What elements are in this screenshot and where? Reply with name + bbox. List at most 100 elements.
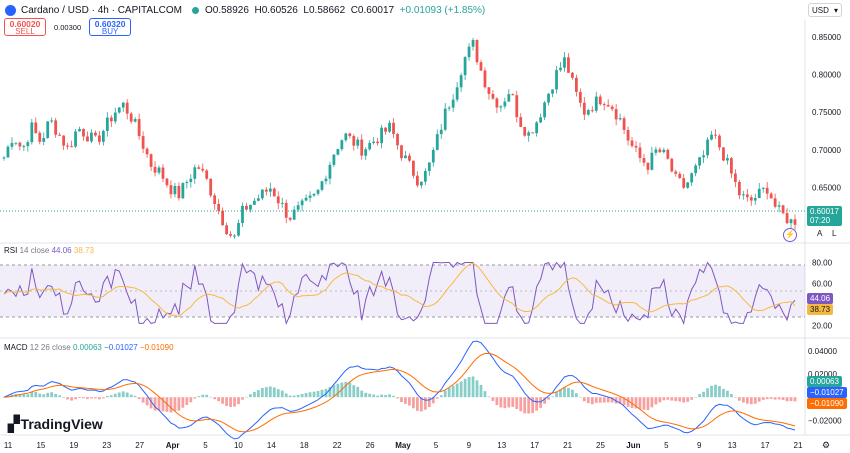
candle-body [181, 182, 185, 199]
macd-histogram-bar [2, 397, 6, 398]
candle-body [435, 134, 439, 150]
candle-body [495, 98, 499, 108]
candle-body [475, 39, 479, 63]
macd-histogram-bar [145, 397, 149, 406]
macd-histogram-bar [412, 397, 415, 409]
macd-histogram-bar [531, 397, 535, 414]
candle-body [117, 107, 121, 113]
candle-body [626, 129, 630, 141]
candle-body [515, 95, 519, 118]
time-axis-label: 5 [664, 441, 669, 450]
candle-body [392, 122, 395, 134]
candle-body [260, 189, 264, 199]
time-axis-label: 22 [333, 441, 342, 450]
macd-histogram-bar [316, 391, 320, 398]
buy-button[interactable]: 0.60320 BUY [89, 18, 132, 36]
macd-histogram-bar [467, 377, 471, 398]
macd-histogram-bar [22, 394, 26, 398]
macd-histogram-bar [161, 397, 165, 412]
macd-histogram-bar [74, 397, 77, 400]
symbol-title[interactable]: Cardano / USD · 4h · CAPITALCOM [21, 4, 182, 16]
rsi-ma-line [3, 262, 796, 318]
candle-body [594, 96, 598, 111]
currency-select[interactable]: USD [808, 3, 842, 18]
candle-body [276, 196, 280, 204]
lightning-icon[interactable]: ⚡ [783, 228, 797, 242]
macd-histogram-bar [563, 386, 566, 398]
macd-axis-label: 0.02000 [808, 370, 837, 379]
candle-body [388, 122, 391, 132]
macd-histogram-bar [427, 397, 431, 408]
macd-histogram-bar [241, 397, 244, 400]
candle-body [491, 93, 495, 99]
macd-histogram-bar [515, 397, 519, 410]
tradingview-logo: ▞ TradingView [8, 415, 103, 433]
macd-histogram-bar [773, 397, 777, 400]
macd-histogram-bar [356, 386, 360, 398]
candle-body [336, 149, 340, 155]
candle-body [264, 189, 268, 192]
candle-body [249, 204, 252, 210]
spread-value: 0.00300 [54, 22, 82, 32]
ohlc-values: O0.58926 H0.60526 L0.58662 C0.60017 +0.0… [205, 5, 485, 16]
candle-body [714, 134, 717, 136]
macd-histogram-bar [245, 396, 248, 398]
candle-body [161, 167, 165, 179]
sell-label: SELL [15, 27, 35, 36]
candle-body [153, 166, 157, 173]
log-scale-button[interactable]: L [832, 229, 837, 238]
candle-body [666, 149, 670, 159]
buy-label: BUY [101, 27, 119, 36]
macd-histogram-bar [280, 390, 284, 398]
rsi-axis-label: 80.00 [812, 259, 833, 268]
candle-body [268, 188, 272, 192]
candle-body [654, 149, 658, 153]
candle-body [94, 132, 97, 136]
macd-histogram-bar [113, 393, 117, 398]
macd-histogram-bar [586, 397, 590, 404]
macd-histogram-bar [197, 396, 201, 398]
candle-body [38, 132, 42, 142]
macd-hist-value: 0.00063 [72, 343, 102, 352]
macd-hist-tag: 0.00063 [807, 376, 842, 387]
sell-button[interactable]: 0.60020 SELL [4, 18, 46, 36]
candle-body [74, 131, 77, 147]
macd-histogram-bar [463, 378, 467, 398]
macd-histogram-bar [82, 397, 85, 399]
macd-histogram-bar [320, 389, 324, 398]
macd-histogram-bar [789, 397, 793, 402]
macd-histogram-bar [431, 397, 435, 404]
macd-histogram-bar [260, 387, 264, 398]
candle-body [690, 173, 694, 183]
macd-axis-label: −0.02000 [808, 416, 842, 425]
candle-body [109, 117, 113, 122]
macd-params: 12 26 close [29, 343, 71, 352]
macd-histogram-bar [455, 383, 459, 398]
candle-body [427, 162, 431, 171]
candle-body [686, 182, 690, 188]
settings-gear-icon[interactable]: ⚙ [822, 440, 831, 450]
macd-histogram-bar [749, 397, 753, 405]
macd-histogram-bar [256, 390, 260, 398]
macd-tag: −0.01027 [807, 387, 847, 398]
auto-scale-button[interactable]: A [817, 229, 823, 238]
price-axis-label: 0.85000 [812, 33, 841, 42]
open-value: O0.58926 [204, 4, 249, 16]
macd-histogram-bar [439, 395, 443, 398]
macd-histogram-bar [388, 394, 391, 398]
macd-histogram-bar [276, 389, 280, 398]
candle-body [567, 57, 570, 73]
macd-histogram-bar [578, 397, 582, 398]
macd-histogram-bar [674, 397, 678, 402]
candle-body [507, 94, 511, 102]
current-price: 0.60017 [810, 207, 839, 216]
macd-histogram-bar [423, 397, 427, 410]
candle-body [50, 120, 54, 122]
candle-body [46, 121, 50, 138]
macd-histogram-bar [443, 390, 447, 398]
macd-histogram-bar [189, 397, 193, 403]
macd-histogram-bar [396, 397, 399, 399]
macd-histogram-bar [368, 393, 372, 398]
candle-body [54, 120, 58, 135]
